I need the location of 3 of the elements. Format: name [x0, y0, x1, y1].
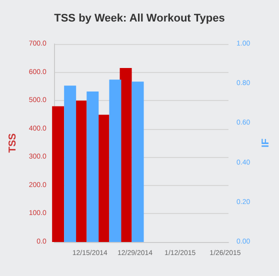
y2-axis-title: IF: [260, 138, 272, 148]
chart-title: TSS by Week: All Workout Types: [54, 12, 225, 24]
y-axis-title: TSS: [8, 132, 18, 153]
